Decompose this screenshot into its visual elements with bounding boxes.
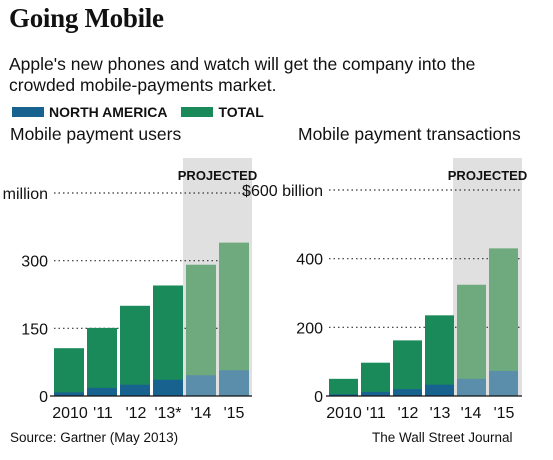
legend-swatch-total [181, 107, 214, 117]
users-bar-total-4 [186, 264, 216, 396]
transactions-bar-north-america-3 [425, 384, 454, 396]
transactions-xtick-label-2: '12 [398, 405, 419, 422]
chart-subtitle: Apple's new phones and watch will get th… [9, 54, 476, 95]
users-xtick-label-3: '13* [154, 405, 181, 422]
transactions-xtick-label-0: 2010 [326, 405, 362, 422]
legend-label-total: TOTAL [218, 104, 264, 120]
legend-item-north-america: NORTH AMERICA [12, 104, 167, 120]
transactions-bar-total-3 [425, 315, 454, 396]
transactions-bar-north-america-5 [489, 370, 518, 396]
users-ytick-label-450: 450 million [0, 186, 48, 203]
users-chart-title: Mobile payment users [10, 124, 182, 144]
publisher-credit: The Wall Street Journal [372, 430, 513, 445]
users-bar-north-america-2 [120, 384, 150, 396]
users-bar-north-america-5 [219, 370, 249, 396]
users-xtick-label-5: '15 [224, 405, 245, 422]
transactions-bar-north-america-1 [361, 391, 390, 396]
users-bar-total-2 [120, 305, 150, 396]
transactions-chart-title: Mobile payment transactions [298, 124, 521, 144]
users-ytick-label-0: 0 [39, 389, 48, 406]
transactions-bar-north-america-4 [457, 378, 486, 396]
transactions-bar-north-america-2 [393, 389, 422, 396]
users-bar-north-america-1 [87, 387, 117, 396]
legend-item-total: TOTAL [181, 104, 264, 120]
transactions-xtick-label-3: '13 [430, 405, 451, 422]
transactions-ytick-label-200: 200 [296, 320, 323, 337]
users-xtick-label-0: 2010 [52, 405, 88, 422]
users-ytick-label-300: 300 [21, 254, 48, 271]
transactions-bar-north-america-0 [329, 394, 358, 396]
legend: NORTH AMERICA TOTAL [12, 104, 278, 120]
users-xtick-label-4: '14 [191, 405, 212, 422]
users-xtick-label-2: '12 [126, 405, 147, 422]
users-ytick-label-150: 150 [21, 321, 48, 338]
transactions-bar-total-4 [457, 284, 486, 396]
users-bar-total-3 [153, 285, 183, 396]
transactions-xtick-label-4: '14 [461, 405, 482, 422]
users-bar-total-0 [54, 348, 84, 396]
transactions-ytick-label-600: $600 billion [242, 183, 323, 200]
users-bar-north-america-0 [54, 392, 84, 396]
source-note: Source: Gartner (May 2013) [10, 430, 179, 445]
users-bar-total-1 [87, 327, 117, 396]
chart-title: Going Mobile [9, 3, 164, 33]
users-xtick-label-1: '11 [93, 405, 113, 422]
transactions-xtick-label-5: '15 [494, 405, 515, 422]
transactions-projected-label: PROJECTED [448, 168, 527, 183]
transactions-ytick-label-400: 400 [296, 252, 323, 269]
transactions-ytick-label-0: 0 [314, 389, 323, 406]
transactions-bar-total-2 [393, 340, 422, 396]
legend-swatch-north-america [12, 107, 44, 117]
transactions-xtick-label-1: '11 [366, 405, 386, 422]
legend-label-north-america: NORTH AMERICA [49, 104, 168, 120]
users-bar-north-america-4 [186, 375, 216, 396]
transactions-bar-total-1 [361, 362, 390, 396]
users-bar-north-america-3 [153, 379, 183, 396]
transactions-bar-total-0 [329, 378, 358, 396]
users-projected-label: PROJECTED [178, 168, 257, 183]
